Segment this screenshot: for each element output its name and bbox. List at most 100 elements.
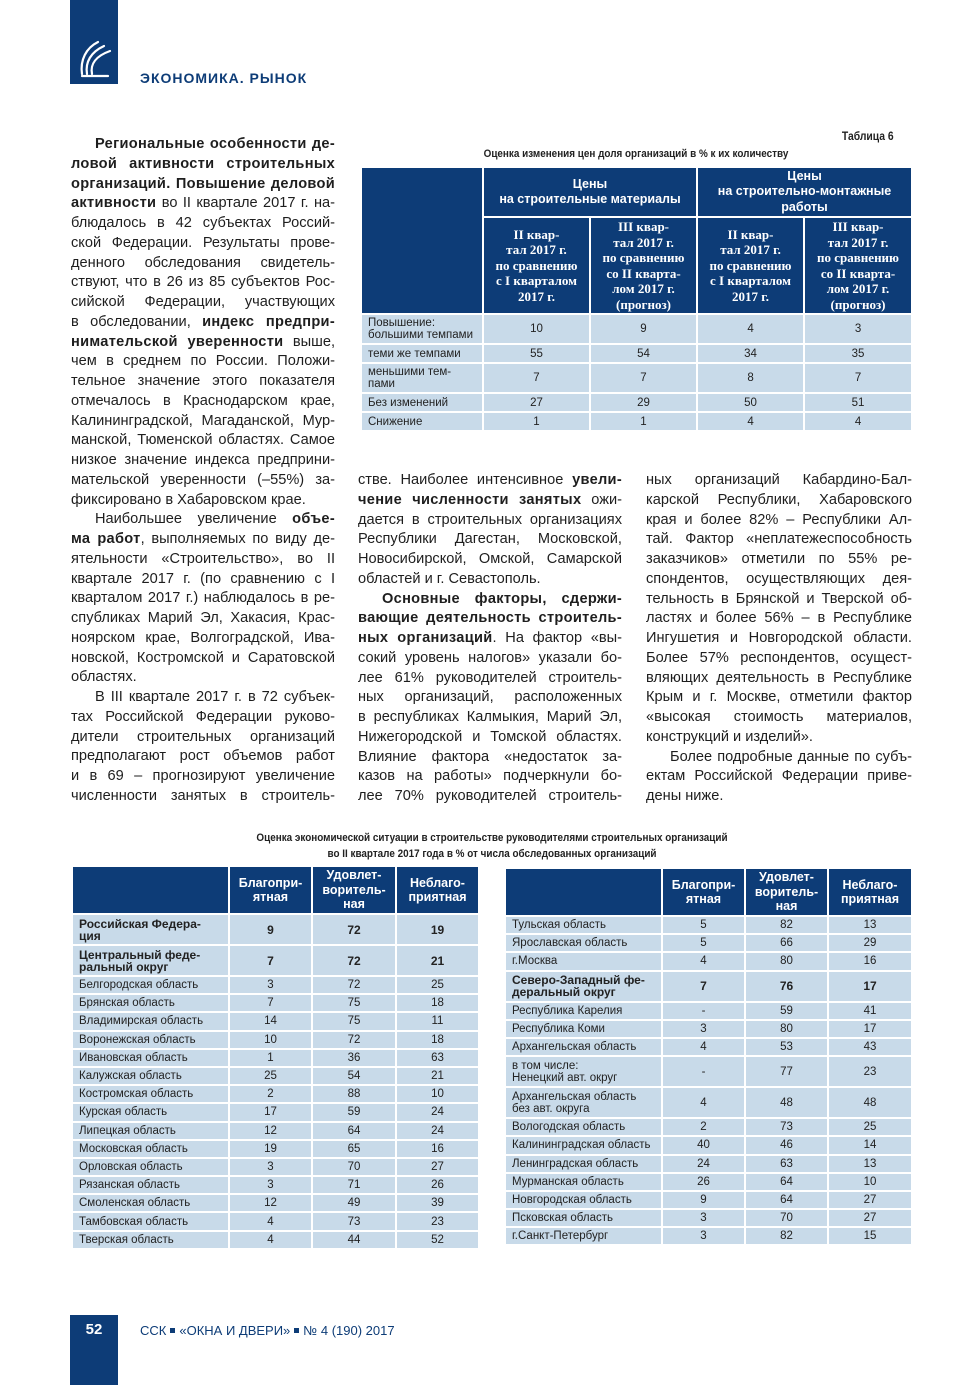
cell-value: 3 xyxy=(803,313,914,345)
cell-value: 88 xyxy=(311,1084,397,1105)
text-line: дается в строительных организациях xyxy=(358,511,622,531)
text-run: областей и г. Севастополь. xyxy=(358,570,541,587)
table-row: Республика Коми 3 80 17 xyxy=(504,1018,913,1039)
text-run: лее 70% руководителей строитель- xyxy=(358,788,622,804)
cell-value: 4 xyxy=(661,1036,746,1058)
cell-value: 77 xyxy=(744,1055,829,1089)
row-label: Московская область xyxy=(71,1138,230,1159)
bold-text: индекс предпри- xyxy=(202,313,335,330)
text-line: блюдалось в 42 субъектах Россий- xyxy=(71,214,335,234)
text-line: предполагают рост объемов работ xyxy=(71,747,335,767)
table-row: Архангельская область без авт. округа 4 48… xyxy=(504,1086,913,1120)
cell-value: 71 xyxy=(311,1175,397,1196)
row-label: в том числе: Ненецкий авт. округ xyxy=(504,1055,663,1089)
subheader-row: II квар- тал 2017 г. по сравнению с I кв… xyxy=(361,216,914,315)
corner-cell xyxy=(71,865,230,915)
cell-value: 25 xyxy=(395,974,480,996)
table-row: Рязанская область 3 71 26 xyxy=(71,1175,480,1196)
cell-value: 17 xyxy=(827,969,913,1003)
cell-value: 9 xyxy=(661,1189,746,1211)
bold-text: ловой активности строительных xyxy=(71,155,335,172)
column-header: Неблаго- приятная xyxy=(395,865,480,915)
text-line: чение численности занятых ожи- xyxy=(358,491,622,511)
cell-value: 4 xyxy=(228,1229,313,1250)
table-row: г.Москва 4 80 16 xyxy=(504,951,913,972)
footer-part: «ОКНА И ДВЕРИ» xyxy=(179,1323,291,1338)
text-run: Ингушетия и Новгородской области. xyxy=(646,630,912,646)
cell-value: 64 xyxy=(744,1171,829,1192)
cell-value: 50 xyxy=(696,392,806,413)
header-brand-band xyxy=(70,0,118,84)
text-run: стве. Наиболее интенсивное xyxy=(358,472,573,488)
row-label: Калининградская область xyxy=(504,1135,663,1156)
cell-value: 63 xyxy=(744,1153,829,1174)
text-line: ятельности «Строительство», во II xyxy=(71,550,335,570)
row-label: Липецкая область xyxy=(71,1120,230,1141)
text-run: спубликах Марий Эл, Хакасия, Крас- xyxy=(71,610,335,626)
table-row: Без изменений 27 29 50 51 xyxy=(360,392,914,413)
cell-value: 14 xyxy=(827,1135,913,1156)
text-line: Наибольшее увеличение объе- xyxy=(71,510,335,530)
cell-value: 7 xyxy=(228,944,313,977)
econ-table-title-line2: во II квартале 2017 года в % от числа об… xyxy=(327,848,657,860)
text-run: Республики Дагестан, Московской, xyxy=(358,531,622,548)
cell-value: 3 xyxy=(228,974,313,996)
row-label: Тамбовская область xyxy=(71,1211,230,1232)
text-run: численности занятых в строитель- xyxy=(71,787,335,804)
text-run: , выполняемых по виду де- xyxy=(140,531,335,547)
text-line: Более подробные данные по субъ- xyxy=(646,748,912,768)
row-label: Ленинградская область xyxy=(504,1153,663,1174)
table-row: Смоленская область 12 49 39 xyxy=(71,1193,480,1214)
text-line: низкое значение индекса предприни- xyxy=(71,451,335,471)
section-title: ЭКОНОМИКА. РЫНОК xyxy=(140,70,308,86)
article-column-right: ных организаций Кабардино-Бал-карской Ре… xyxy=(646,471,912,807)
table-row: в том числе: Ненецкий авт. округ -77 23 xyxy=(504,1055,913,1089)
corner-cell xyxy=(504,867,663,917)
square-bullet-icon xyxy=(170,1327,176,1333)
text-run: Влияние фактора «недостаток за- xyxy=(358,748,622,765)
cell-value: 27 xyxy=(395,1156,480,1178)
bold-text: нимательской уверенности xyxy=(71,333,284,350)
article-column-left: Региональные особенности де-ловой активн… xyxy=(71,135,335,807)
row-label: Владимирская область xyxy=(71,1011,230,1032)
text-run: конструкций и изделий». xyxy=(646,728,813,745)
cell-value: 17 xyxy=(827,1018,913,1039)
footer-part: № 4 (190) 2017 xyxy=(303,1323,395,1338)
cell-value: 72 xyxy=(311,913,397,946)
cell-value: 13 xyxy=(827,914,913,936)
row-label: Рязанская область xyxy=(71,1175,230,1196)
text-line: края и более 82% – Республики Ал- xyxy=(646,511,912,531)
text-run: областях. xyxy=(71,669,137,686)
row-label: г.Москва xyxy=(504,951,663,972)
row-label: Республика Карелия xyxy=(504,1000,663,1021)
text-run: заказчиков» отметили по 55% ре- xyxy=(646,551,912,567)
text-run: края и более 82% – Республики Ал- xyxy=(646,511,912,528)
text-line: ловой активности строительных xyxy=(71,155,335,175)
cell-value: 4 xyxy=(803,411,914,432)
text-run: квартале 2017 г. (по сравнению с I xyxy=(71,570,335,587)
cell-value: 80 xyxy=(744,951,829,972)
table-row: Повышение: большими темпами 10 9 4 3 xyxy=(360,313,914,345)
row-label: Новгородская область xyxy=(504,1189,663,1211)
text-run: ластях и более 56% – в Республике xyxy=(646,610,912,627)
text-run: Новосибирской, Омской, Самарской xyxy=(358,551,622,567)
text-line: ластях и более 56% – в Республике xyxy=(646,609,912,629)
text-run: ятельности «Строительство», во II xyxy=(71,550,335,567)
cell-value: 48 xyxy=(744,1086,829,1120)
text-line: сийской Федерации, участвующих xyxy=(71,293,335,313)
column-header: III квар- тал 2017 г. по сравнению со II… xyxy=(803,216,914,315)
table-row: Курская область 17 59 24 xyxy=(71,1102,480,1123)
row-label: г.Санкт-Петербург xyxy=(504,1226,663,1247)
text-line: мательской уверенности (–55%) за- xyxy=(71,471,335,491)
bold-text: чение численности занятых xyxy=(358,491,582,508)
text-run: тельность в Брянской и Тверской об- xyxy=(646,590,912,607)
cell-value: 52 xyxy=(395,1229,480,1250)
table-row: Тверская область 4 44 52 xyxy=(71,1229,480,1250)
text-run: ных организаций Кабардино-Бал- xyxy=(646,472,912,488)
text-run: лее 61% руководителей строитель- xyxy=(358,669,622,686)
text-run: дается в строительных организациях xyxy=(358,511,622,528)
cell-value: 18 xyxy=(395,1029,480,1050)
row-label: Брянская область xyxy=(71,993,230,1014)
cell-value: 7 xyxy=(228,993,313,1014)
text-line: численности занятых в строитель- xyxy=(71,787,335,807)
